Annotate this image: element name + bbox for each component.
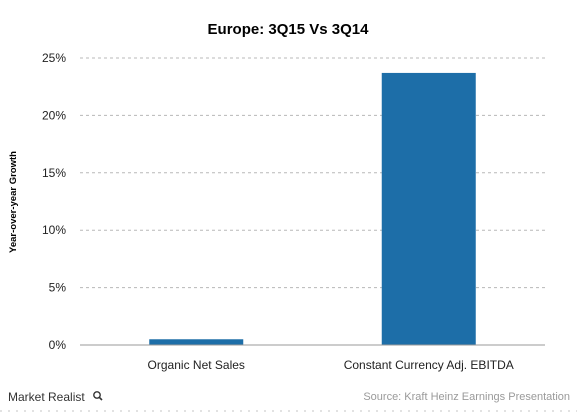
bar-1 [149, 339, 244, 345]
chart-title: Europe: 3Q15 Vs 3Q14 [208, 21, 370, 38]
bar-2 [381, 72, 476, 345]
y-tick-label: 10% [42, 223, 66, 237]
y-axis-ticks: 0% 5% 10% 15% 20% 25% [42, 51, 66, 352]
y-axis-label: Year-over-year Growth [8, 151, 19, 253]
bars [149, 72, 476, 345]
x-axis-categories: Organic Net Sales Constant Currency Adj. … [148, 358, 514, 372]
source-note: Source: Kraft Heinz Earnings Presentatio… [363, 391, 570, 403]
y-tick-label: 20% [42, 108, 66, 122]
brand-logo-text: Market Realist [8, 390, 85, 404]
y-tick-label: 0% [49, 338, 67, 352]
magnifier-icon [93, 391, 103, 401]
y-tick-label: 5% [49, 281, 67, 295]
y-tick-label: 25% [42, 51, 66, 65]
x-category-label: Constant Currency Adj. EBITDA [344, 358, 514, 372]
y-tick-label: 15% [42, 166, 66, 180]
x-category-label: Organic Net Sales [148, 358, 245, 372]
